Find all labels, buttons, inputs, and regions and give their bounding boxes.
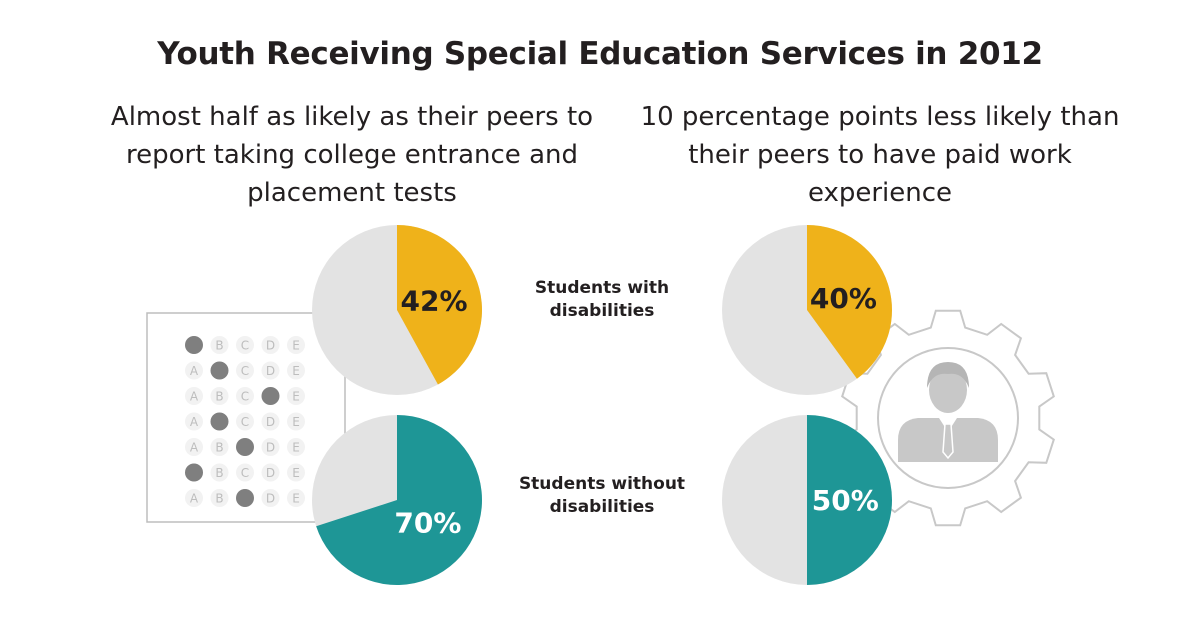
right-chart-heading: 10 percentage points less likely than th… [640,102,1120,208]
bubble-letter: E [292,441,300,455]
bubble-letter: C [241,415,249,429]
pie-value-slice [807,415,892,585]
empty-bubble [210,387,229,405]
pie-tests-with-disabilities: 42% [312,225,483,395]
pie-value-slice [316,415,482,585]
pie-value-slice [397,225,483,385]
empty-bubble [287,412,305,431]
bubble-letter: D [266,364,275,378]
filled-bubble [185,336,203,354]
bubble-letter: D [266,441,275,455]
empty-bubble [236,361,254,380]
gear-person-icon [841,309,1055,527]
bubble-letter: C [241,339,249,353]
bubble-letter: B [215,390,223,404]
filled-bubble [261,387,280,405]
empty-bubble [185,438,203,456]
empty-bubble [287,438,305,456]
bubble-letter: C [241,364,249,378]
bubble-letter: D [266,339,275,353]
empty-bubble [236,387,254,405]
pie-value-slice [807,224,893,379]
bubble-letter: B [215,492,223,506]
empty-bubble [236,463,254,482]
filled-bubble [185,463,203,482]
page-title: Youth Receiving Special Education Servic… [157,36,1043,72]
bubble-letter: D [266,415,275,429]
bubble-letter: E [292,466,300,480]
bubble-letter: E [292,492,300,506]
bubble-letter: C [241,390,249,404]
empty-bubble [287,361,305,380]
pie-data-label: 40% [810,282,877,315]
bubble-letter: E [292,339,300,353]
left-chart-heading: Almost half as likely as their peers to … [110,102,594,208]
empty-bubble [287,463,305,482]
filled-bubble [210,412,229,431]
bubble-letter: C [241,466,249,480]
empty-bubble [185,489,203,507]
empty-bubble [261,361,280,380]
bubble-letter: B [215,466,223,480]
empty-bubble [287,336,305,354]
bubble-letter: A [190,415,199,429]
bubble-letter: E [292,415,300,429]
answer-sheet-icon: B C D E A C D E A B C E A C D E A B D E B C D E A B D E [146,312,346,523]
pie-tests-without-disabilities: 70% [312,415,482,585]
pie-data-label: 50% [812,484,879,517]
row-label-with-disabilities: Students with disabilities [534,278,670,321]
empty-bubble [261,463,280,482]
bubble-letter: A [190,364,199,378]
empty-bubble [210,489,229,507]
bubble-letter: E [292,364,300,378]
pie-data-label: 70% [394,507,461,540]
bubble-letter: E [292,390,300,404]
filled-bubble [236,489,254,507]
pie-work-without-disabilities: 50% [722,415,892,585]
row-label-without-disabilities: Students without disabilities [518,474,686,517]
empty-bubble [210,336,229,354]
pie-work-with-disabilities: 40% [722,224,893,395]
empty-bubble [261,412,280,431]
empty-bubble [261,438,280,456]
empty-bubble [210,463,229,482]
empty-bubble [287,387,305,405]
bubble-letter: A [190,492,199,506]
empty-bubble [185,387,203,405]
bubble-letter: B [215,441,223,455]
empty-bubble [236,336,254,354]
empty-bubble [185,412,203,431]
filled-bubble [210,361,229,380]
bubble-letter: D [266,492,275,506]
empty-bubble [210,438,229,456]
empty-bubble [185,361,203,380]
bubble-letter: D [266,466,275,480]
empty-bubble [287,489,305,507]
person-icon [898,362,998,462]
pie-data-label: 42% [400,285,467,318]
bubble-letter: B [215,339,223,353]
empty-bubble [261,489,280,507]
bubble-letter: A [190,441,199,455]
bubble-letter: A [190,390,199,404]
empty-bubble [261,336,280,354]
filled-bubble [236,438,254,456]
empty-bubble [236,412,254,431]
